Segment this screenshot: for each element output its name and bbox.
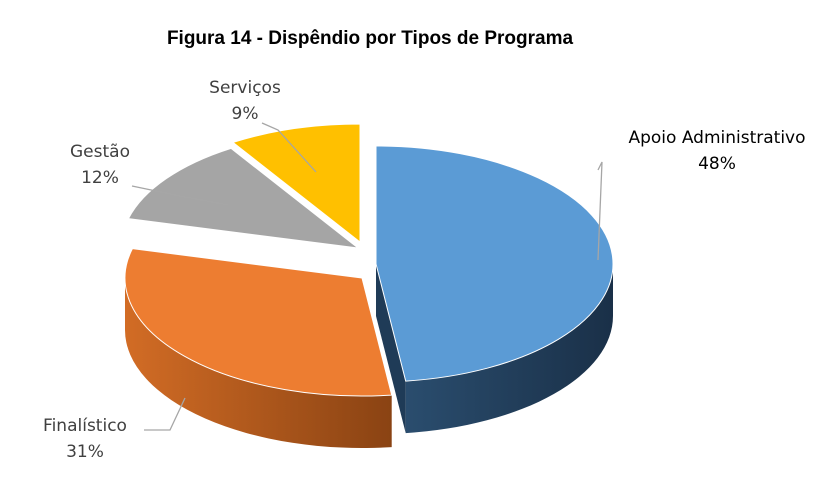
slice-name-apoio-administrativo: Apoio Administrativo <box>628 128 806 148</box>
slice-label-servicos: Serviços 9% <box>190 75 300 127</box>
leader-line-finalistico <box>144 397 186 431</box>
leader-lines <box>131 122 603 431</box>
slice-value-gestao: 12% <box>81 168 119 188</box>
slice-value-apoio-administrativo: 48% <box>698 154 736 174</box>
slice-name-servicos: Serviços <box>209 78 281 98</box>
slice-top-servicos <box>231 123 361 244</box>
pie-sides <box>125 264 613 448</box>
slice-top-finalistico <box>124 248 393 397</box>
pie-tops <box>124 123 614 397</box>
slice-label-finalistico: Finalístico 31% <box>30 413 140 465</box>
slice-label-apoio-administrativo: Apoio Administrativo 48% <box>612 125 822 177</box>
slice-top-gestao <box>127 147 360 249</box>
leader-line-servicos <box>261 122 317 173</box>
slice-value-finalistico: 31% <box>66 442 104 462</box>
chart-title: Figura 14 - Dispêndio por Tipos de Progr… <box>166 28 574 49</box>
slice-name-finalistico: Finalístico <box>43 416 127 436</box>
slice-side-finalistico <box>125 278 392 448</box>
slice-value-servicos: 9% <box>231 104 259 124</box>
slice-name-gestao: Gestão <box>70 142 130 162</box>
slice-side-apoio-administrativo <box>405 264 613 434</box>
leader-line-gestao <box>131 185 229 206</box>
leader-line-apoio-administrativo <box>597 161 603 261</box>
slice-cut-apoio-administrativo <box>376 264 406 434</box>
slice-top-apoio-administrativo <box>375 145 614 382</box>
slice-label-gestao: Gestão 12% <box>50 139 150 191</box>
